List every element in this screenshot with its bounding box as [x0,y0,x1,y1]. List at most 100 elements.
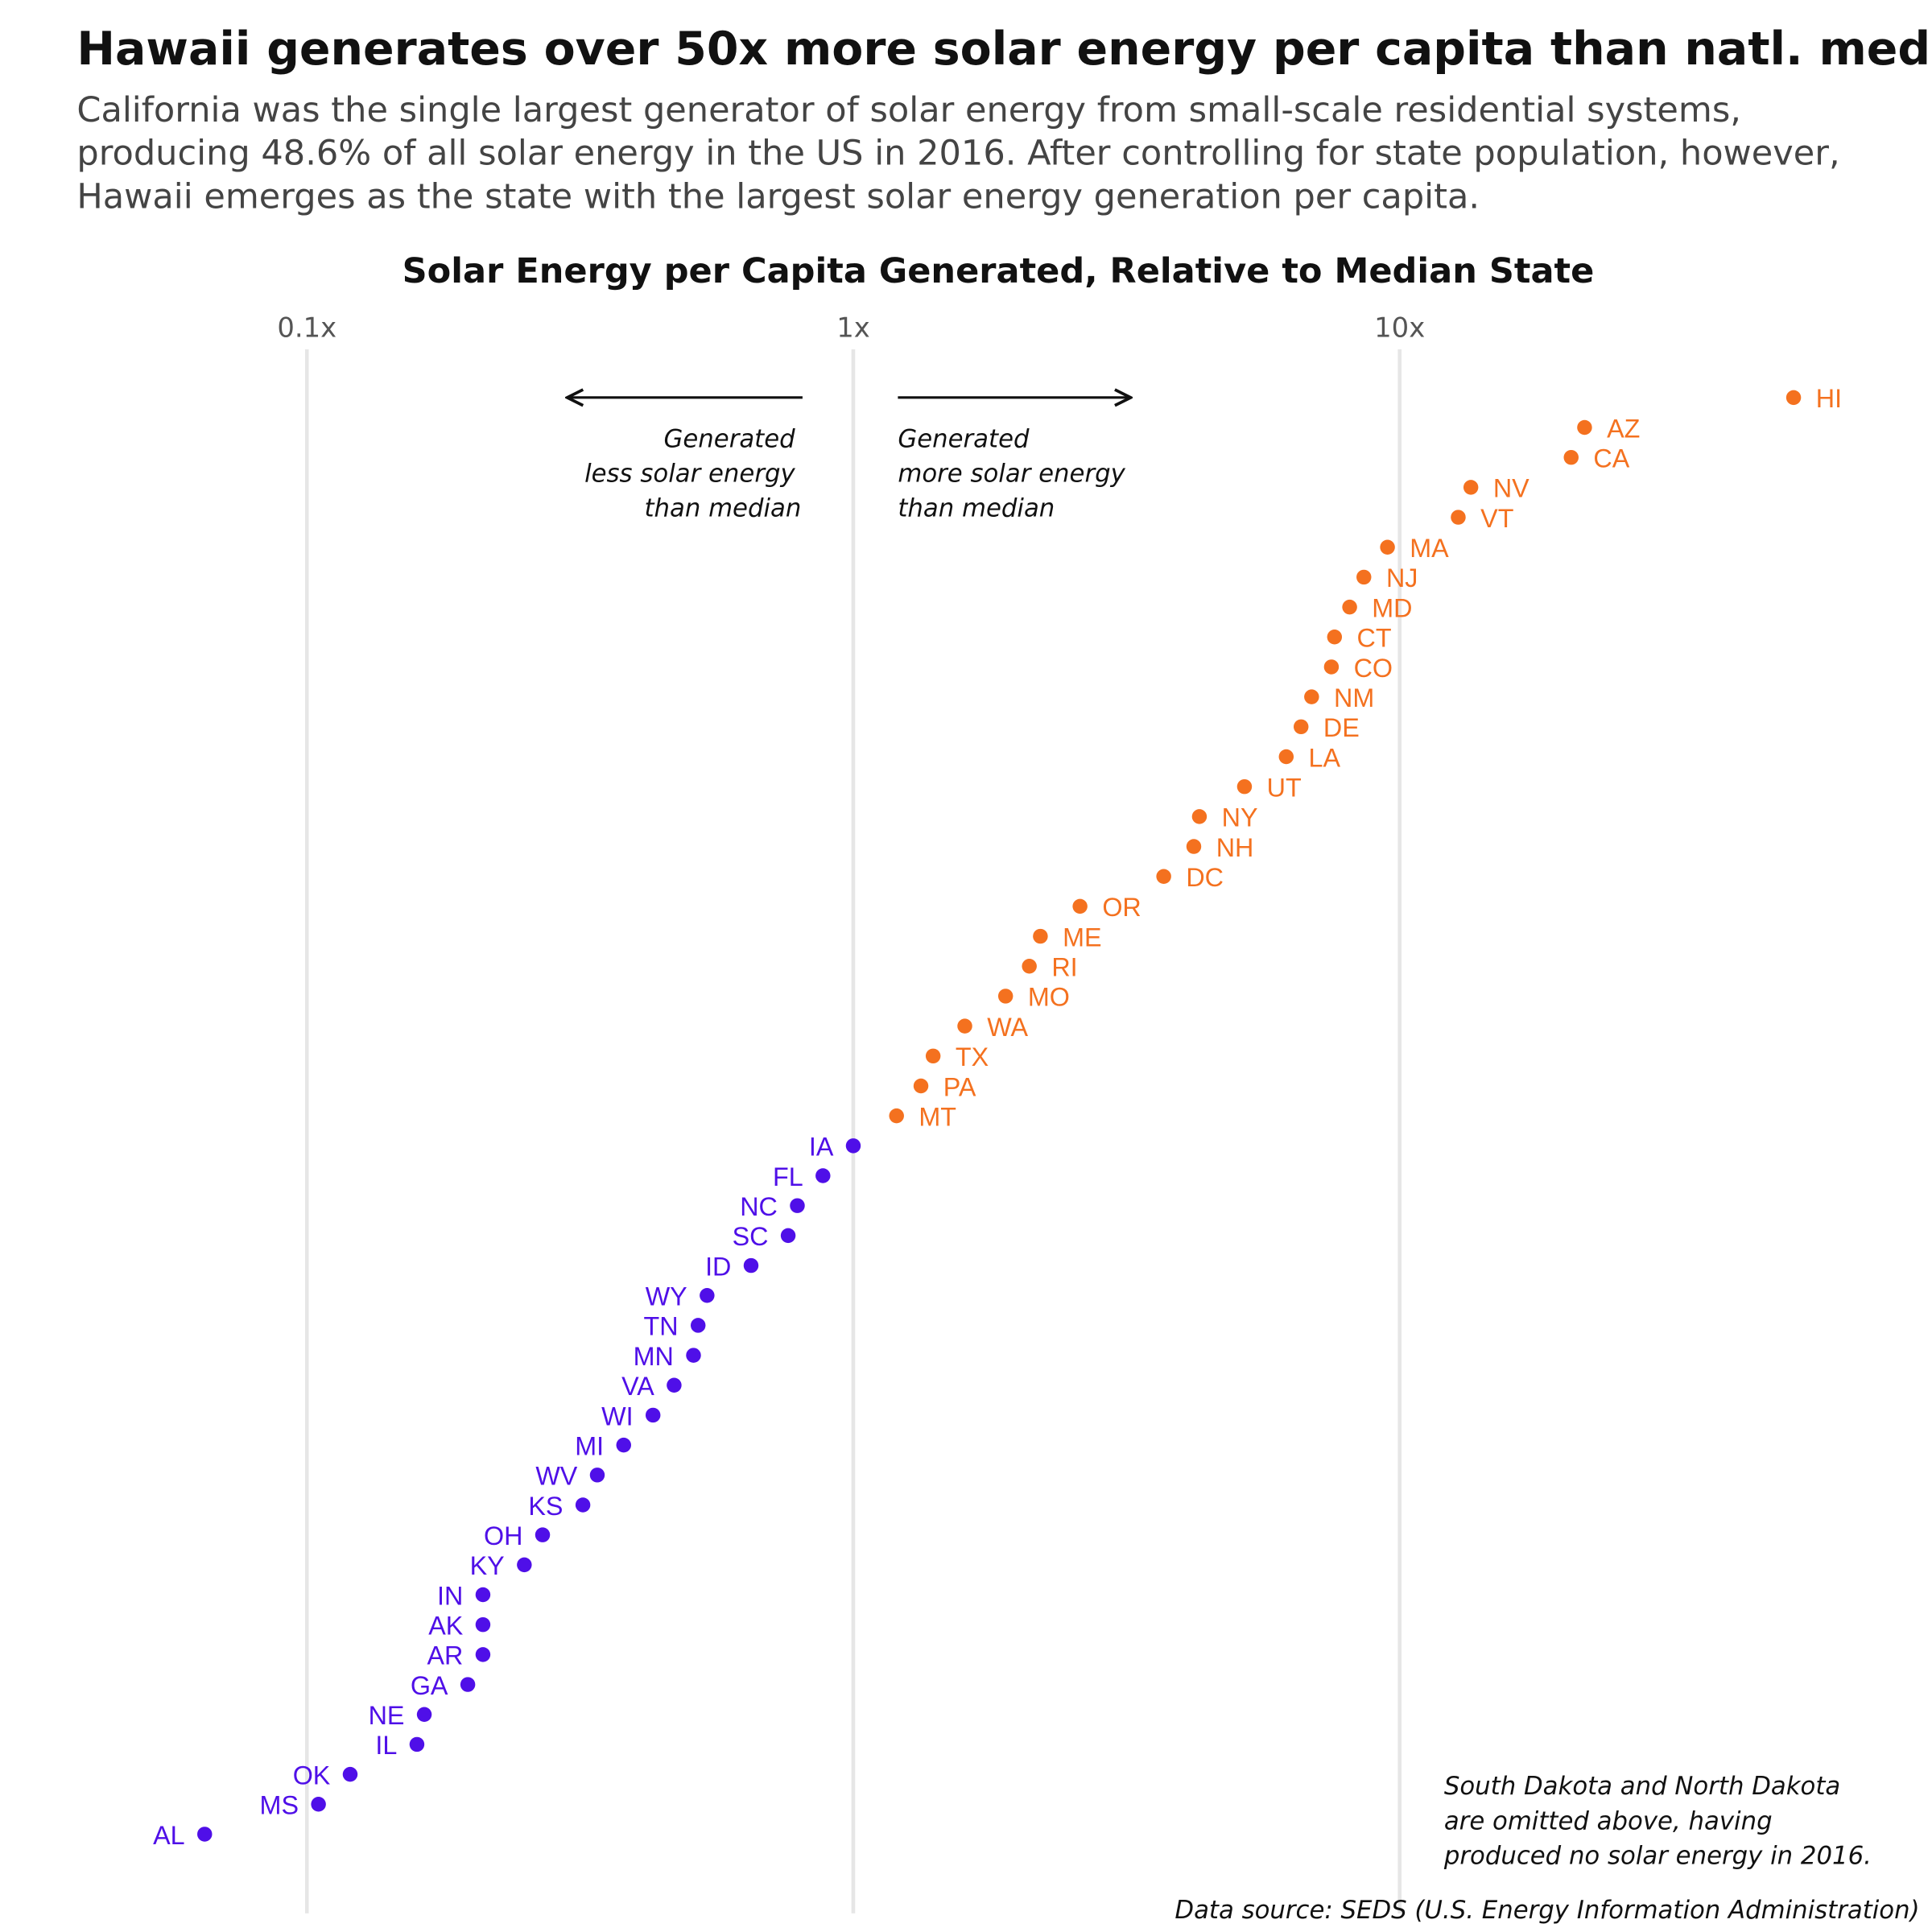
dot [1033,928,1048,944]
dot [845,1138,861,1154]
dot [475,1587,491,1603]
state-label: AL [153,1821,185,1850]
annotation: than median [644,494,801,523]
state-label: MD [1372,593,1412,622]
dot [1304,689,1319,704]
dot [913,1078,929,1094]
state-label: TX [956,1042,989,1071]
state-label: PA [943,1072,976,1101]
note: produced no solar energy in 2016. [1443,1841,1872,1870]
dot [1463,480,1479,495]
dot [1380,539,1395,555]
dot [686,1348,701,1363]
chart-title: Hawaii generates over 50x more solar ene… [76,23,1932,76]
state-label: SC [733,1222,769,1251]
dot [197,1827,213,1842]
dot [690,1318,706,1333]
note: South Dakota and North Dakota [1444,1772,1840,1801]
state-label: GA [411,1671,448,1700]
subtitle: producing 48.6% of all solar energy in t… [76,134,1839,174]
state-label: WY [646,1282,687,1311]
x-tick-label: 1x [836,312,870,343]
annotation: Generated [898,424,1030,453]
dot [780,1228,796,1244]
state-label: CT [1357,624,1392,653]
state-label: VA [621,1372,654,1401]
state-label: UT [1267,773,1302,802]
state-label: NC [740,1192,778,1221]
dot [311,1797,326,1812]
state-label: MN [634,1342,674,1371]
annotation: more solar energy [898,459,1125,488]
dot [616,1437,631,1453]
state-label: AZ [1607,414,1640,443]
dot [475,1616,491,1633]
dot [1577,419,1592,436]
state-label: OK [293,1761,331,1790]
state-label: HI [1816,384,1842,413]
state-label: NM [1334,683,1374,712]
state-label: IN [437,1581,463,1610]
dot [1236,778,1253,795]
state-label: NJ [1386,564,1418,592]
dot [1327,630,1343,645]
state-label: IA [809,1133,834,1162]
state-label: MI [575,1431,604,1460]
dot [1323,659,1340,675]
x-tick-label: 0.1x [277,312,336,343]
dot [517,1557,532,1573]
subtitle: Hawaii emerges as the state with the lar… [76,176,1480,217]
dot [342,1766,358,1782]
state-label: ID [705,1252,731,1281]
state-label: MO [1028,983,1070,1012]
dot [743,1257,759,1274]
state-label: RI [1051,953,1077,982]
state-label: MT [919,1102,956,1131]
dot [790,1198,805,1213]
dot [925,1048,941,1064]
annotation: Generated [664,424,796,453]
dot [1563,449,1579,465]
annotation: than median [898,494,1055,523]
note: are omitted above, having [1444,1806,1773,1835]
state-label: AR [427,1641,463,1670]
dot [409,1736,425,1752]
dot [1785,390,1802,406]
state-label: KS [528,1492,563,1521]
x-tick-label: 10x [1374,312,1425,343]
dot [1278,749,1294,765]
dot [475,1647,491,1662]
dot [1451,510,1466,525]
state-label: VT [1480,504,1513,533]
dot [997,989,1013,1004]
dot [1072,898,1088,914]
subtitle: California was the single largest genera… [76,90,1741,130]
state-label: CA [1593,444,1629,473]
state-label: ME [1063,923,1101,952]
dot [575,1497,591,1513]
state-label: WI [601,1402,633,1430]
dot [416,1707,432,1722]
dot [589,1468,605,1483]
state-label: MS [260,1791,299,1820]
state-label: TN [644,1312,679,1341]
state-label: OH [484,1521,522,1550]
state-label: IL [375,1731,397,1760]
state-label: LA [1308,743,1340,772]
source: Data source: SEDS (U.S. Energy Informati… [1174,1896,1919,1925]
state-label: NY [1222,803,1258,832]
annotation: less solar energy [584,459,795,488]
dot [889,1108,904,1124]
state-label: CO [1354,654,1393,683]
dot [1022,959,1037,974]
dot [667,1377,682,1393]
state-label: MA [1410,534,1449,563]
dot [1156,869,1171,884]
state-label: DE [1323,713,1360,742]
state-label: AK [428,1612,464,1641]
dot [815,1168,831,1183]
state-label: WV [535,1462,577,1491]
state-label: NE [369,1701,405,1730]
state-label: KY [470,1551,505,1580]
